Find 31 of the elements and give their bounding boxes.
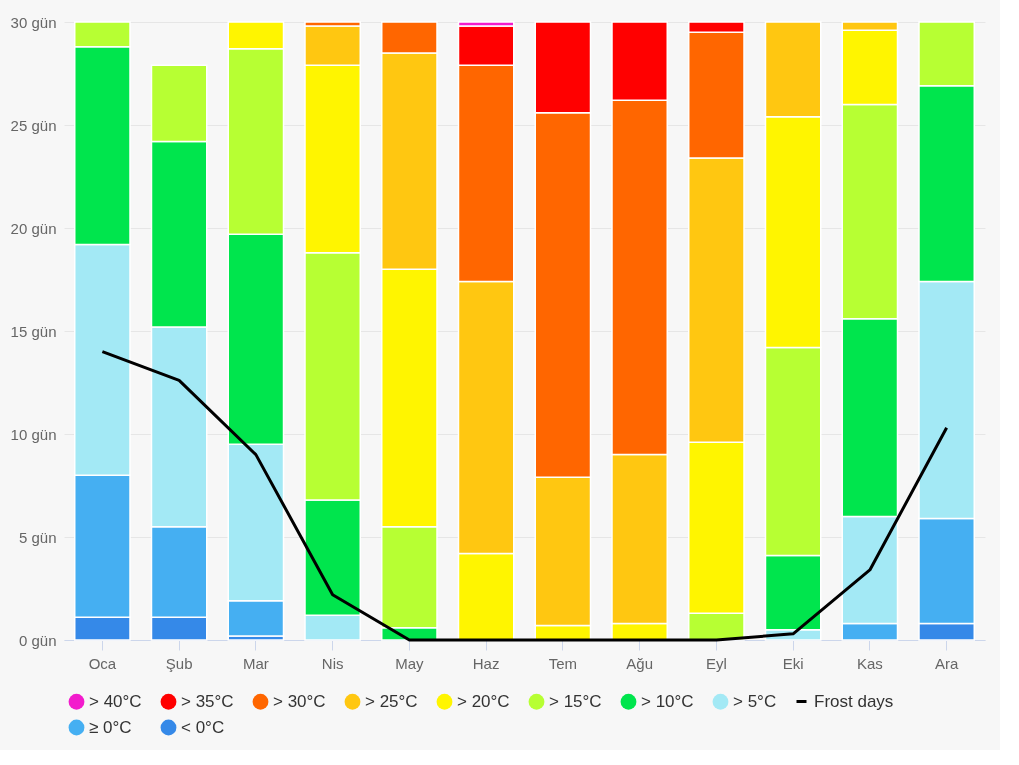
legend-label: < 0°C (181, 717, 225, 737)
x-tick-label: Ara (934, 654, 959, 672)
y-tick-label: 5 gün (18, 528, 57, 546)
legend-label: ≥ 0°C (89, 717, 132, 737)
y-tick-label: 15 gün (10, 322, 57, 340)
legend-label: > 20°C (457, 691, 510, 711)
x-tick-label: Eyl (705, 654, 727, 672)
legend-label: > 5°C (733, 691, 777, 711)
x-tick-label: May (395, 654, 425, 672)
x-tick-label: Oca (88, 654, 117, 672)
y-tick-label: 25 gün (10, 116, 57, 134)
x-tick-label: Eki (782, 654, 804, 672)
x-tick-label: Haz (472, 654, 500, 672)
legend-label: > 25°C (365, 691, 418, 711)
x-tick-label: Şub (165, 654, 193, 672)
x-tick-label: Tem (548, 654, 578, 672)
legend-label: > 40°C (89, 691, 142, 711)
legend-label: Frost days (814, 691, 894, 711)
legend-label: > 15°C (549, 691, 602, 711)
y-tick-label: 0 gün (18, 631, 57, 649)
x-tick-label: Kas (856, 654, 883, 672)
x-tick-label: Nis (321, 654, 344, 672)
legend-label: > 10°C (641, 691, 694, 711)
x-tick-label: Mar (242, 654, 269, 672)
line-series (100, 350, 949, 642)
y-tick-label: 10 gün (10, 425, 57, 443)
x-tick-label: Ağu (626, 654, 653, 672)
y-tick-label: 30 gün (10, 13, 57, 31)
legend-label: > 35°C (181, 691, 234, 711)
legend-label: > 30°C (273, 691, 326, 711)
y-tick-label: 20 gün (10, 219, 57, 237)
